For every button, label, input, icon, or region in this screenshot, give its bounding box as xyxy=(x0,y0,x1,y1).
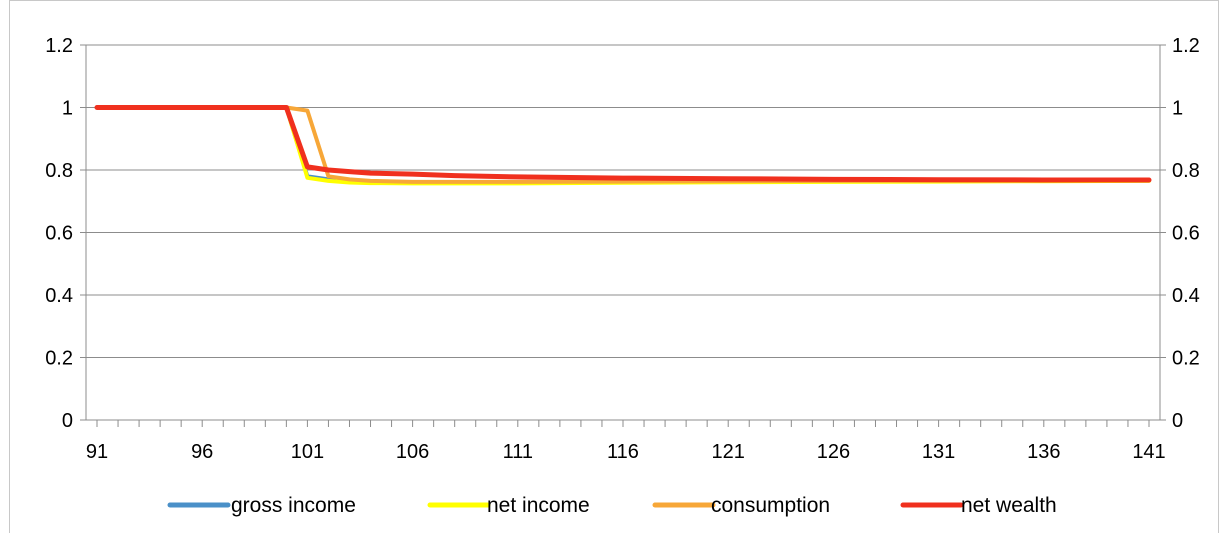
series-line-consumption xyxy=(95,105,1151,184)
x-tick-label: 131 xyxy=(922,441,955,463)
axes xyxy=(80,44,1166,427)
y-tick-label-right: 1.2 xyxy=(1172,35,1200,57)
y-tick-label-left: 0.8 xyxy=(45,160,73,182)
x-tick-label: 106 xyxy=(396,441,429,463)
y-tick-label-right: 0.2 xyxy=(1172,348,1200,370)
series-line-gross-income xyxy=(95,105,1151,185)
y-tick-label-right: 1 xyxy=(1172,98,1183,120)
y-axis-right-labels: 0 0.2 0.4 0.6 0.8 1 1.2 xyxy=(1172,35,1200,432)
y-tick-label-right: 0.4 xyxy=(1172,285,1200,307)
x-tick-label: 126 xyxy=(817,441,850,463)
series-lines xyxy=(94,105,1152,186)
series-line-net-income xyxy=(95,105,1151,186)
y-tick-label-left: 0.6 xyxy=(45,223,73,245)
x-tick-label: 121 xyxy=(712,441,745,463)
legend-label-consumption: consumption xyxy=(711,494,830,517)
legend-label-net-wealth: net wealth xyxy=(961,494,1057,517)
y-tick-label-right: 0.6 xyxy=(1172,223,1200,245)
legend-label-gross-income: gross income xyxy=(231,494,356,517)
x-axis-labels: 91 96 101 106 111 116 121 126 131 136 141 xyxy=(86,441,1166,463)
legend-label-net-income: net income xyxy=(487,494,590,517)
x-tick-label: 116 xyxy=(607,441,639,463)
x-tick-label: 111 xyxy=(503,441,533,463)
series-line-net-wealth xyxy=(94,105,1152,183)
y-tick-label-right: 0.8 xyxy=(1172,160,1200,182)
x-tick-label: 101 xyxy=(291,441,324,463)
x-tick-label: 136 xyxy=(1027,441,1060,463)
y-tick-label-left: 0.4 xyxy=(45,285,73,307)
y-axis-left-labels: 0 0.2 0.4 0.6 0.8 1 1.2 xyxy=(45,35,73,432)
y-tick-label-left: 0.2 xyxy=(45,348,73,370)
y-tick-label-left: 1.2 xyxy=(45,35,73,57)
chart-frame xyxy=(9,0,1219,533)
gridlines xyxy=(86,44,1160,358)
y-tick-label-left: 0 xyxy=(62,410,73,432)
x-tick-label: 141 xyxy=(1132,441,1165,463)
x-tick-label: 96 xyxy=(191,441,213,463)
x-tick-label: 91 xyxy=(86,441,108,463)
y-tick-label-left: 1 xyxy=(62,98,73,120)
y-tick-label-right: 0 xyxy=(1172,410,1183,432)
legend: gross income net income consumption net wea… xyxy=(167,494,1057,517)
